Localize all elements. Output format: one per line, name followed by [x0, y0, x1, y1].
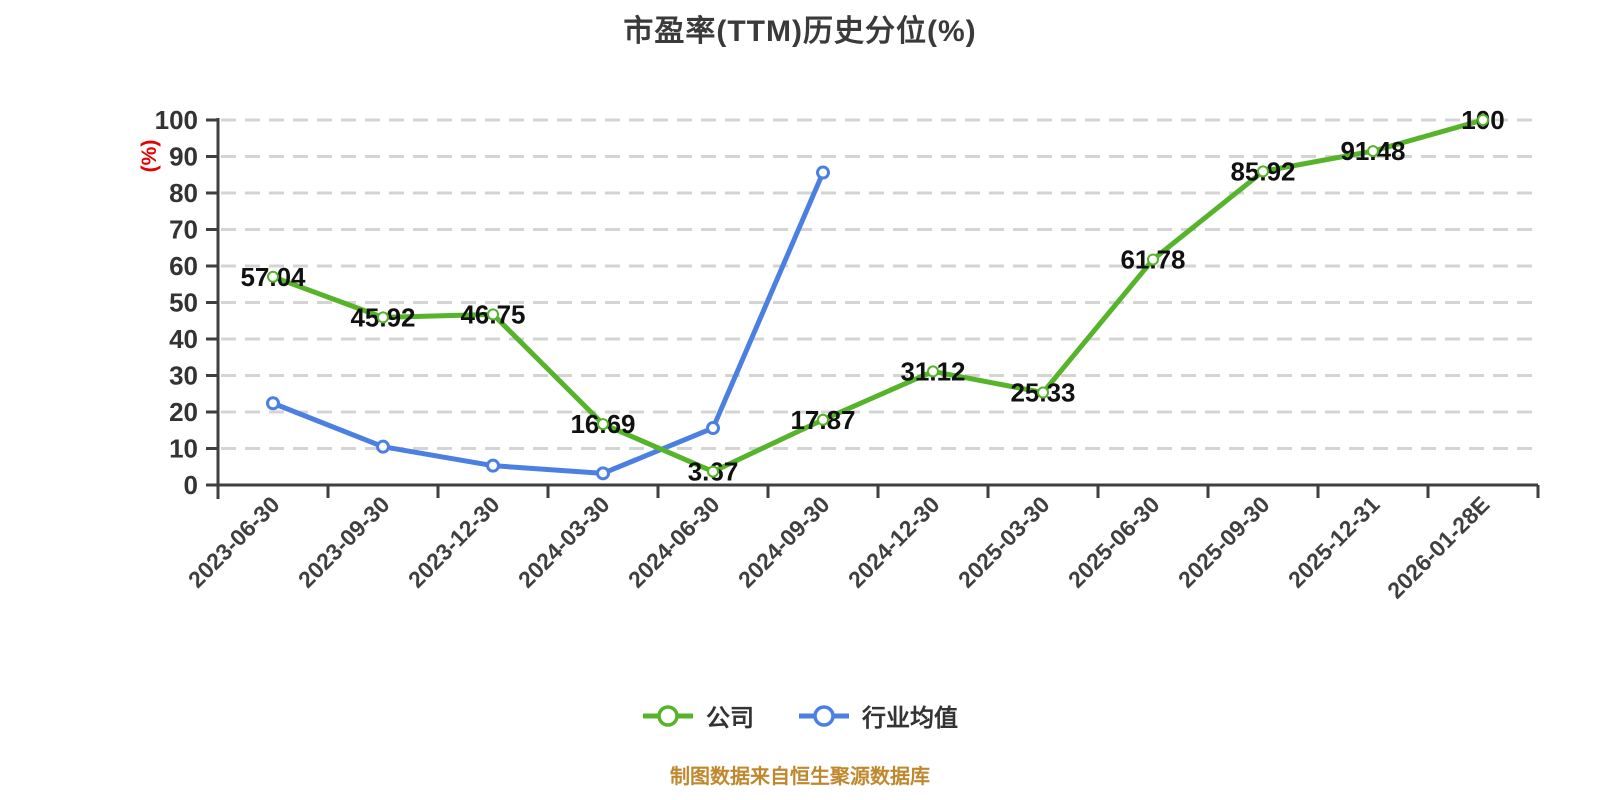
industry-data-point[interactable] [376, 439, 390, 454]
company-data-point[interactable] [1257, 165, 1269, 178]
chart-title: 市盈率(TTM)历史分位(%) [623, 15, 977, 48]
industry-data-point[interactable] [266, 396, 280, 411]
legend-item-company[interactable]: 公司 [642, 698, 754, 733]
industry-series-line [270, 170, 826, 476]
y-axis-name: (%) [138, 140, 161, 173]
x-tick-label: 2026-01-28E [1382, 491, 1494, 603]
x-tick-label: 2025-12-31 [1283, 491, 1385, 593]
company-series-line [270, 117, 1486, 475]
y-tick-label: 30 [169, 361, 198, 391]
company-data-point[interactable] [267, 270, 279, 283]
x-tick-label: 2025-09-30 [1173, 491, 1275, 593]
company-data-point[interactable] [1147, 253, 1159, 266]
company-data-point[interactable] [597, 418, 609, 431]
x-tick-label: 2025-06-30 [1063, 491, 1165, 593]
legend: 公司 行业均值 [0, 698, 1600, 733]
y-tick-label: 60 [169, 251, 198, 281]
company-data-point[interactable] [377, 311, 389, 324]
company-data-point[interactable] [1367, 145, 1379, 158]
x-tick-label: 2023-06-30 [183, 491, 285, 593]
legend-label-company: 公司 [706, 705, 754, 732]
company-data-point[interactable] [487, 308, 499, 321]
y-tick-label: 80 [169, 178, 198, 208]
industry-data-point[interactable] [816, 165, 830, 180]
y-tick-label: 10 [169, 434, 198, 464]
y-tick-label: 90 [169, 142, 198, 172]
footer-source-note: 制图数据来自恒生聚源数据库 [670, 766, 930, 788]
company-series-marker-icon [643, 704, 693, 727]
y-tick-label: 40 [169, 324, 198, 354]
company-data-point[interactable] [707, 465, 719, 478]
company-data-point[interactable] [1477, 114, 1489, 126]
company-data-point[interactable] [927, 365, 939, 378]
y-tick-label: 70 [169, 215, 198, 245]
x-tick-label: 2023-09-30 [293, 491, 395, 593]
industry-data-point[interactable] [486, 458, 500, 473]
legend-item-industry-average[interactable]: 行业均值 [798, 698, 958, 733]
x-tick-label: 2024-06-30 [623, 491, 725, 593]
x-tick-label: 2025-03-30 [953, 491, 1055, 593]
y-tick-label: 100 [155, 105, 198, 135]
x-tick-label: 2023-12-30 [403, 491, 505, 593]
company-data-point[interactable] [817, 413, 829, 426]
legend-label-industry-average: 行业均值 [862, 705, 958, 732]
industry-data-point[interactable] [596, 466, 610, 481]
x-tick-label: 2024-09-30 [733, 491, 835, 593]
y-tick-label: 20 [169, 397, 198, 427]
x-tick-label: 2024-03-30 [513, 491, 615, 593]
industry-series-marker-icon [799, 704, 849, 727]
y-tick-label: 0 [184, 470, 198, 500]
industry-data-point[interactable] [706, 421, 720, 436]
x-tick-label: 2024-12-30 [843, 491, 945, 593]
y-tick-label: 50 [169, 288, 198, 318]
company-data-point[interactable] [1037, 386, 1049, 399]
